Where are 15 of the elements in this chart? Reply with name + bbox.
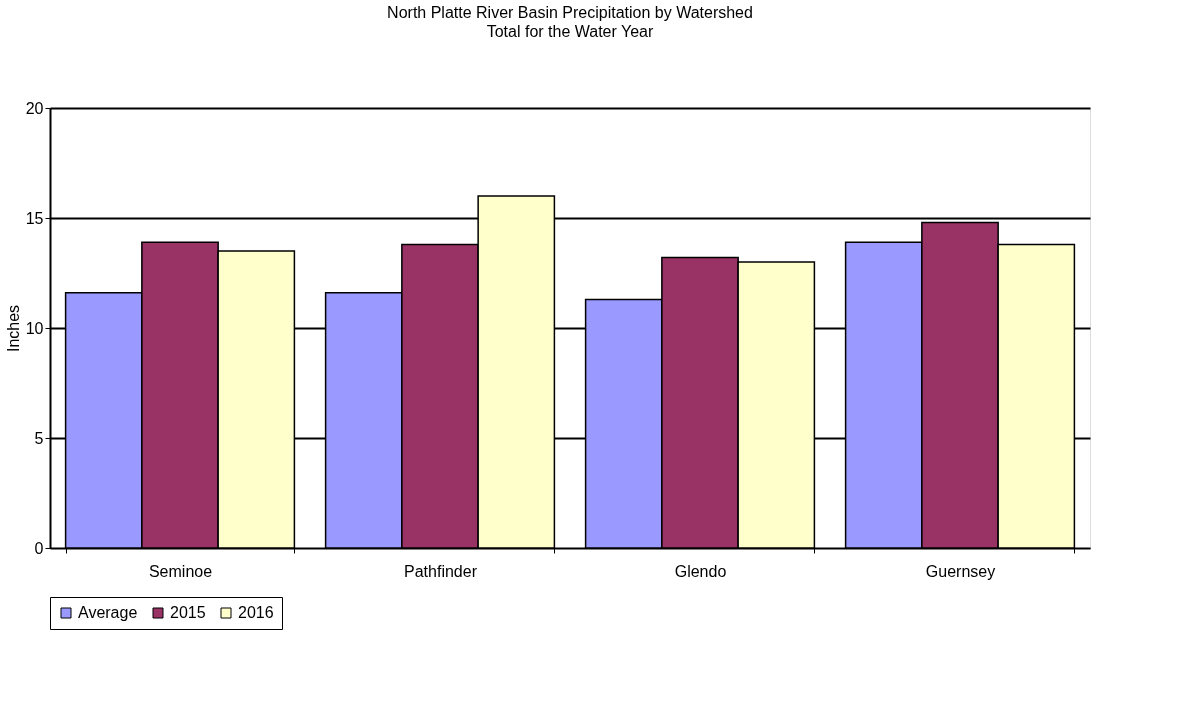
chart-title: North Platte River Basin Precipitation by Watershed [387,4,753,21]
y-tick-label: 10 [25,319,44,337]
y-tick-label: 0 [34,539,44,557]
x-tick-label: Pathfinder [404,562,478,580]
x-tick-label: Glendo [674,562,727,580]
chart-subtitle: Total for the Water Year [486,23,654,40]
y-tick-label: 20 [25,99,44,117]
legend-label: 2015 [170,604,206,621]
x-tick-label: Seminoe [148,562,213,580]
y-tick-label: 5 [34,429,44,447]
legend-label: Average [78,604,138,621]
y-axis-title: Inches [4,304,22,353]
x-tick-label: Guernsey [925,562,996,580]
y-tick-label: 15 [25,209,44,227]
legend-label: 2016 [238,604,274,621]
